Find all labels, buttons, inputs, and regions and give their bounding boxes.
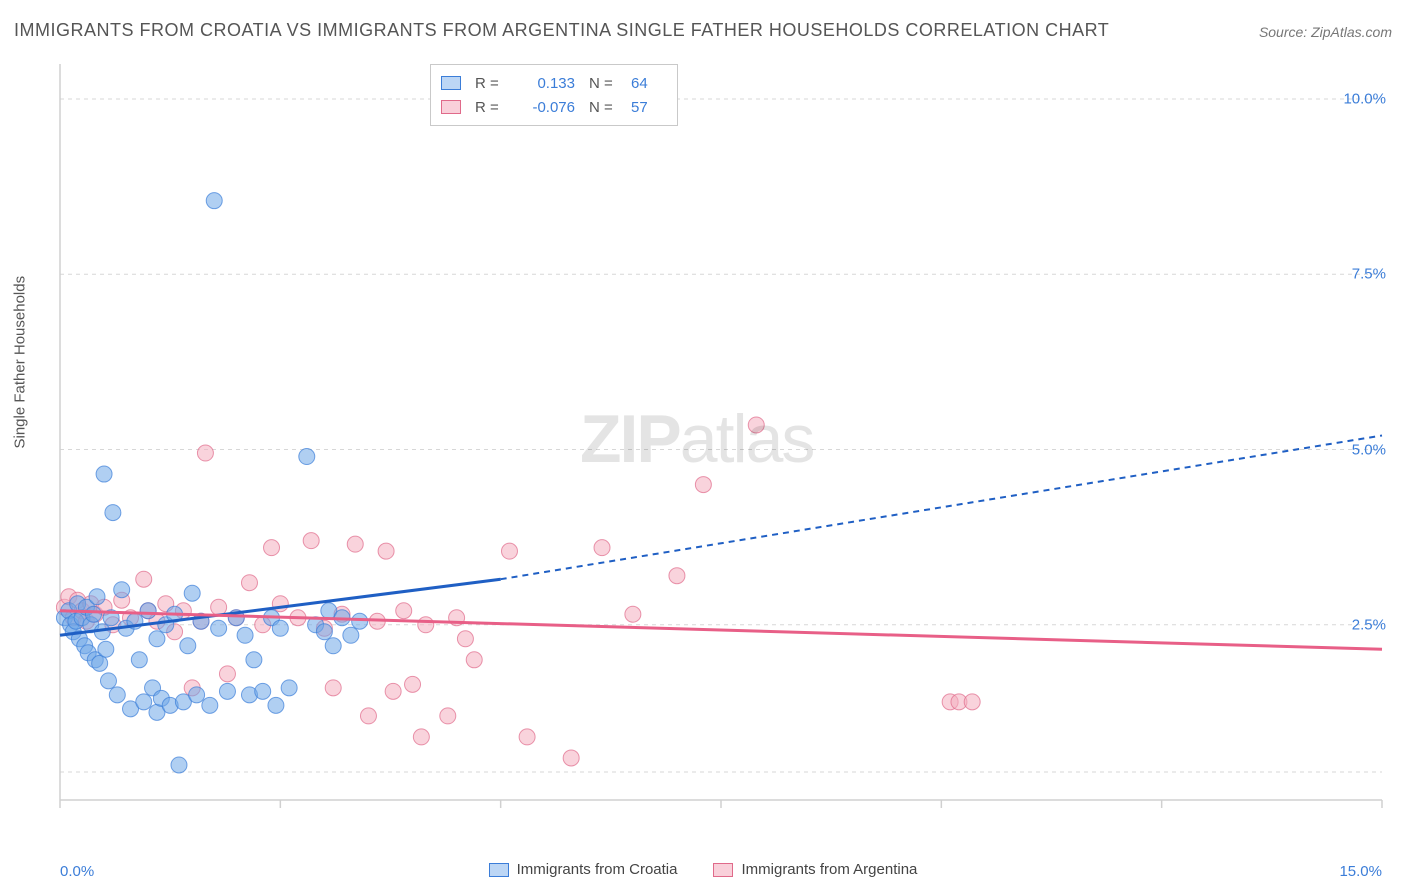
y-tick-label: 7.5% xyxy=(1352,266,1386,283)
stat-r-value: -0.076 xyxy=(517,99,575,116)
stat-r-label: R = xyxy=(475,75,503,92)
y-tick-label: 10.0% xyxy=(1343,91,1386,108)
legend-item: Immigrants from Argentina xyxy=(713,861,917,878)
stat-legend-row: R = 0.133 N = 64 xyxy=(441,71,661,95)
legend-swatch xyxy=(713,863,733,877)
plot-area xyxy=(56,60,1386,828)
stat-n-value: 57 xyxy=(631,99,661,116)
stat-r-label: R = xyxy=(475,99,503,116)
y-tick-label: 5.0% xyxy=(1352,441,1386,458)
stat-legend: R = 0.133 N = 64 R = -0.076 N = 57 xyxy=(430,64,678,126)
y-axis-label: Single Father Households xyxy=(12,276,29,449)
stat-n-label: N = xyxy=(589,75,617,92)
legend-swatch xyxy=(441,100,461,114)
stat-n-value: 64 xyxy=(631,75,661,92)
chart-source: Source: ZipAtlas.com xyxy=(1259,24,1392,40)
legend-item: Immigrants from Croatia xyxy=(489,861,678,878)
stat-n-label: N = xyxy=(589,99,617,116)
legend-label: Immigrants from Argentina xyxy=(741,861,917,878)
stat-legend-row: R = -0.076 N = 57 xyxy=(441,95,661,119)
chart-title: IMMIGRANTS FROM CROATIA VS IMMIGRANTS FR… xyxy=(14,20,1109,41)
series-legend: Immigrants from Croatia Immigrants from A… xyxy=(0,861,1406,878)
correlation-chart: IMMIGRANTS FROM CROATIA VS IMMIGRANTS FR… xyxy=(0,0,1406,892)
legend-swatch xyxy=(441,76,461,90)
legend-swatch xyxy=(489,863,509,877)
legend-label: Immigrants from Croatia xyxy=(517,861,678,878)
x-tick-label: 15.0% xyxy=(1339,863,1382,880)
stat-r-value: 0.133 xyxy=(517,75,575,92)
x-tick-label: 0.0% xyxy=(60,863,94,880)
y-tick-label: 2.5% xyxy=(1352,616,1386,633)
